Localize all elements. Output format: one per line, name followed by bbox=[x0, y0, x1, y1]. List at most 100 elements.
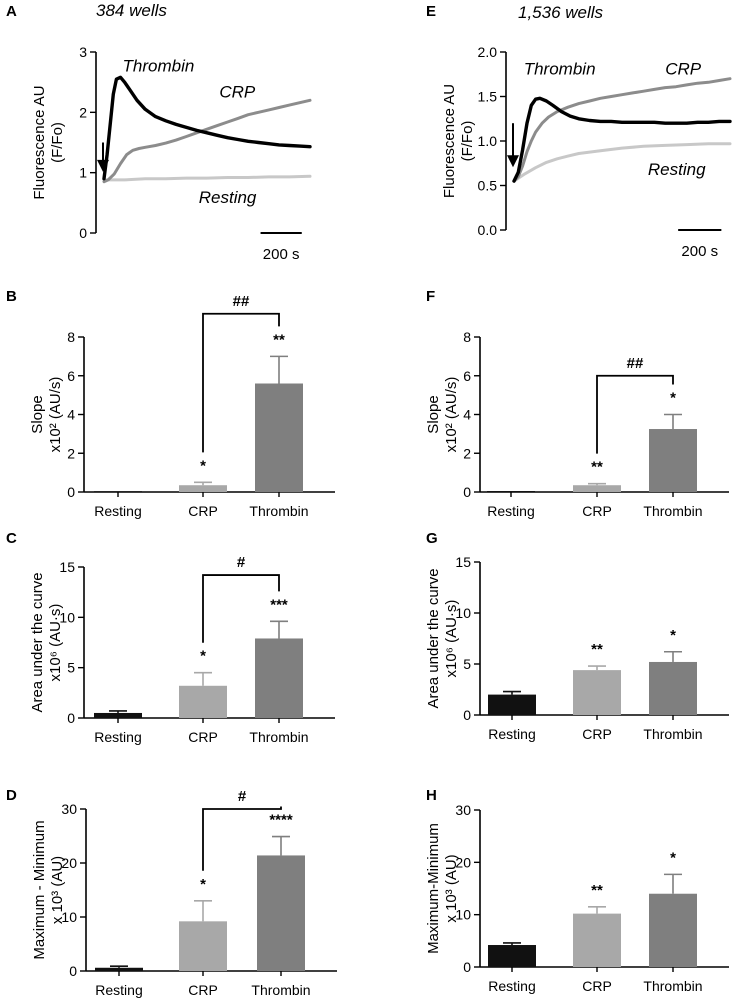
significance-stars: * bbox=[670, 627, 676, 644]
category-label: Resting bbox=[94, 729, 141, 745]
trace-label: Resting bbox=[199, 188, 257, 207]
bar-resting bbox=[488, 694, 536, 715]
significance-stars: *** bbox=[270, 596, 288, 613]
y-axis-title: Area under the curve bbox=[425, 568, 442, 708]
y-tick-label: 1 bbox=[79, 165, 87, 181]
y-tick-label: 0.5 bbox=[478, 178, 498, 194]
y-tick-label: 0.0 bbox=[478, 222, 498, 238]
panel-d: D 0 10 20 30 Maximum - Minimum x 10³ (AU) Resti… bbox=[6, 787, 337, 998]
panel-a: A 384 wells 0 1 2 3 Fluorescence AU (F/Fo) Throm… bbox=[6, 1, 312, 263]
panel-letter: E bbox=[426, 3, 436, 20]
y-axis-title: Slope bbox=[29, 395, 46, 433]
panel-letter: A bbox=[6, 3, 17, 20]
panel-g: G 0 5 10 15 Area under the curve x10⁶ (AU·s) Re… bbox=[425, 530, 729, 742]
y-tick-label: 1.5 bbox=[478, 89, 498, 105]
series-line-crp bbox=[102, 98, 312, 184]
panel-letter: G bbox=[426, 530, 438, 547]
series-line-thrombin bbox=[512, 96, 732, 183]
y-axis-title: Area under the curve bbox=[29, 572, 46, 712]
bar-resting bbox=[95, 967, 143, 971]
panel-h: H 0 10 20 30 Maximum-Minimum x 10³ (AU) Resting… bbox=[425, 787, 729, 994]
category-label: CRP bbox=[188, 729, 218, 745]
y-tick-label: 10 bbox=[455, 605, 471, 621]
y-axis-title: (F/Fo) bbox=[459, 121, 476, 162]
category-label: CRP bbox=[188, 503, 218, 519]
panel-letter: F bbox=[426, 288, 435, 305]
y-axis-title: Maximum - Minimum bbox=[31, 820, 48, 959]
comparison-label: ## bbox=[233, 293, 250, 310]
bar-thrombin bbox=[649, 661, 697, 715]
category-label: Resting bbox=[488, 978, 535, 994]
y-axis-title: x10⁶ (AU·s) bbox=[443, 600, 460, 678]
y-tick-label: 0 bbox=[69, 963, 77, 979]
y-tick-label: 0 bbox=[67, 484, 75, 500]
bar-resting bbox=[488, 945, 536, 967]
category-label: Thrombin bbox=[249, 729, 308, 745]
category-label: CRP bbox=[582, 726, 612, 742]
significance-stars: * bbox=[200, 876, 206, 893]
trace-label: CRP bbox=[219, 82, 256, 101]
bar-crp bbox=[573, 913, 621, 967]
bar-crp bbox=[179, 921, 227, 971]
trace-label: Thrombin bbox=[123, 56, 195, 75]
y-tick-label: 0 bbox=[463, 707, 471, 723]
y-tick-label: 10 bbox=[61, 909, 77, 925]
y-tick-label: 10 bbox=[59, 609, 75, 625]
significance-stars: ** bbox=[591, 459, 603, 476]
bar-resting bbox=[94, 491, 142, 492]
panel-subtitle: 384 wells bbox=[96, 1, 167, 20]
agonist-arrowhead-icon bbox=[97, 159, 109, 172]
significance-stars: **** bbox=[269, 812, 293, 829]
y-tick-label: 3 bbox=[79, 44, 87, 60]
panel-letter: B bbox=[6, 288, 17, 305]
bar-thrombin bbox=[649, 893, 697, 967]
y-tick-label: 10 bbox=[455, 907, 471, 923]
y-axis-title: Fluorescence AU bbox=[441, 84, 458, 198]
y-tick-label: 30 bbox=[61, 801, 77, 817]
series-line-resting bbox=[102, 174, 312, 182]
bar-crp bbox=[573, 485, 621, 492]
y-tick-label: 2.0 bbox=[478, 44, 498, 60]
y-tick-label: 0 bbox=[463, 959, 471, 975]
bar-resting bbox=[487, 491, 535, 492]
comparison-bracket bbox=[202, 574, 280, 643]
y-tick-label: 20 bbox=[455, 854, 471, 870]
bar-crp bbox=[179, 485, 227, 492]
y-tick-label: 15 bbox=[455, 554, 471, 570]
scale-bar-label: 200 s bbox=[263, 246, 300, 263]
y-tick-label: 20 bbox=[61, 855, 77, 871]
trace-label: CRP bbox=[665, 59, 702, 78]
significance-stars: * bbox=[670, 849, 676, 866]
y-tick-label: 15 bbox=[59, 559, 75, 575]
y-tick-label: 30 bbox=[455, 802, 471, 818]
comparison-bracket bbox=[596, 374, 674, 454]
panel-c: C 0 5 10 15 Area under the curve x10⁶ (AU·s) Re… bbox=[6, 530, 335, 745]
significance-stars: * bbox=[200, 648, 206, 665]
panel-letter: H bbox=[426, 787, 437, 804]
panel-letter: C bbox=[6, 530, 17, 547]
bar-thrombin bbox=[649, 429, 697, 492]
category-label: Thrombin bbox=[251, 982, 310, 998]
bar-thrombin bbox=[257, 855, 305, 971]
significance-stars: * bbox=[670, 390, 676, 407]
category-label: CRP bbox=[582, 503, 612, 519]
y-axis-title: x10² (AU/s) bbox=[47, 377, 64, 453]
category-label: Resting bbox=[488, 726, 535, 742]
bar-thrombin bbox=[255, 383, 303, 492]
comparison-bracket bbox=[202, 312, 280, 453]
y-tick-label: 4 bbox=[67, 407, 75, 423]
comparison-label: ## bbox=[627, 355, 644, 372]
y-axis-title: x10⁶ (AU·s) bbox=[47, 604, 64, 682]
y-tick-label: 6 bbox=[463, 368, 471, 384]
y-tick-label: 0 bbox=[463, 484, 471, 500]
significance-stars: * bbox=[200, 457, 206, 474]
series-line-thrombin bbox=[102, 75, 312, 181]
significance-stars: ** bbox=[591, 641, 603, 658]
y-axis-title: x 10³ (AU) bbox=[443, 854, 460, 922]
y-tick-label: 5 bbox=[463, 656, 471, 672]
panel-subtitle: 1,536 wells bbox=[518, 3, 604, 22]
y-tick-label: 6 bbox=[67, 368, 75, 384]
category-label: Resting bbox=[487, 503, 534, 519]
category-label: Thrombin bbox=[643, 978, 702, 994]
